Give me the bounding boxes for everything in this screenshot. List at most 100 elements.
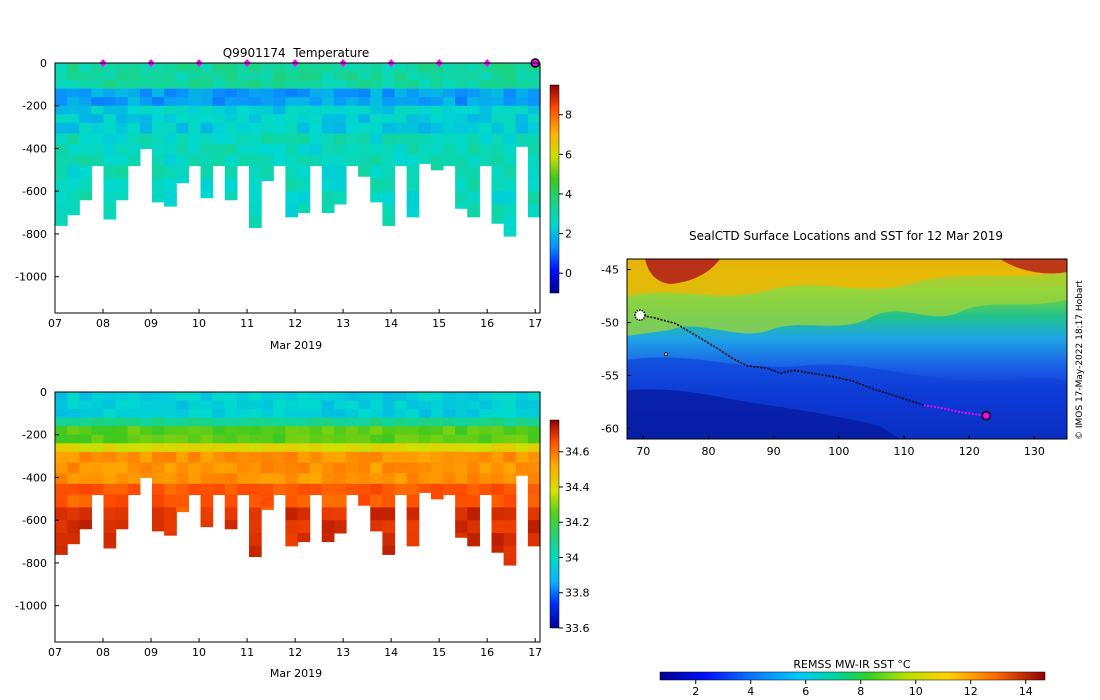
profile-cell xyxy=(55,63,68,73)
profile-cell xyxy=(370,483,383,496)
profile-cell xyxy=(164,507,177,521)
profile-cell xyxy=(503,426,517,436)
profile-cell xyxy=(527,483,541,496)
profile-cell xyxy=(224,443,238,453)
profile-cell xyxy=(164,105,177,115)
profile-cell xyxy=(103,216,117,220)
y-tick-label: -600 xyxy=(22,514,47,527)
profile-cell xyxy=(103,545,117,549)
profile-cell xyxy=(515,451,529,464)
profile-cell xyxy=(527,392,541,402)
profile-cell xyxy=(103,114,117,124)
profile-cell xyxy=(273,80,286,90)
profile-cell xyxy=(394,114,408,124)
profile-cell xyxy=(261,133,274,145)
sst-coldest-region xyxy=(627,389,900,439)
profile-cell xyxy=(176,133,189,145)
profile-cell xyxy=(236,122,250,135)
colorbar-tick-label: 8 xyxy=(565,109,572,122)
profile-cell xyxy=(127,462,141,474)
profile-cell xyxy=(152,520,165,532)
profile-cell xyxy=(249,473,262,485)
profile-cell xyxy=(249,88,262,98)
profile-cell xyxy=(382,144,396,156)
profile-cell xyxy=(236,97,250,107)
profile-cell xyxy=(406,520,420,534)
profile-cell xyxy=(273,392,286,402)
profile-cell xyxy=(115,520,129,530)
profile-cell xyxy=(443,114,456,124)
profile-cell xyxy=(127,63,141,73)
profile-cell xyxy=(527,443,541,453)
profile-cell xyxy=(430,71,444,81)
profile-cell xyxy=(321,400,335,410)
profile-cell xyxy=(309,144,323,156)
profile-cell xyxy=(103,154,117,167)
profile-cell xyxy=(309,473,323,485)
profile-cell xyxy=(418,473,432,485)
profile-cell xyxy=(261,114,274,124)
profile-cell xyxy=(212,392,226,402)
profile-cell xyxy=(188,122,202,135)
profile-cell xyxy=(515,71,529,81)
profile-cell xyxy=(515,417,529,427)
profile-cell xyxy=(236,105,250,115)
profile-cell xyxy=(430,63,444,73)
profile-cell xyxy=(309,63,323,73)
profile-cell xyxy=(67,507,80,521)
profile-cell xyxy=(515,122,529,135)
profile-cell xyxy=(139,473,153,478)
profile-cell xyxy=(297,88,311,98)
profile-cell xyxy=(394,80,408,90)
profile-cell xyxy=(418,409,432,419)
profile-cell xyxy=(188,400,202,410)
profile-cell xyxy=(382,80,396,90)
profile-cell xyxy=(224,473,238,485)
profile-cell xyxy=(309,392,323,402)
profile-cell xyxy=(91,97,105,107)
profile-cell xyxy=(297,97,311,107)
profile-cell xyxy=(527,520,541,534)
profile-cell xyxy=(382,178,396,192)
profile-cell xyxy=(103,80,117,90)
profile-cell xyxy=(333,154,347,167)
profile-cell xyxy=(91,443,105,453)
profile-cell xyxy=(127,71,141,81)
profile-cell xyxy=(224,122,238,135)
profile-cell xyxy=(224,426,238,436)
profile-cell xyxy=(321,71,335,81)
profile-cell xyxy=(503,114,517,124)
y-tick-label: -800 xyxy=(22,228,47,241)
profile-cell xyxy=(249,71,262,81)
profile-cell xyxy=(370,71,383,81)
profile-cell xyxy=(455,417,468,427)
profile-cell xyxy=(236,426,250,436)
profile-cell xyxy=(467,520,480,534)
profile-cell xyxy=(200,105,214,115)
profile-cell xyxy=(467,154,480,167)
profile-cell xyxy=(370,507,383,521)
map-x-tick-label: 130 xyxy=(1024,445,1045,458)
profile-cell xyxy=(455,63,468,73)
profile-cell xyxy=(503,520,517,534)
profile-cell xyxy=(418,443,432,453)
profile-cell xyxy=(321,144,335,156)
profile-cell xyxy=(503,88,517,98)
profile-cell xyxy=(200,392,214,402)
profile-cell xyxy=(55,533,68,547)
profile-cell xyxy=(333,426,347,436)
profile-cell xyxy=(152,191,165,203)
profile-cell xyxy=(176,122,189,135)
profile-cell xyxy=(103,165,117,179)
profile-cell xyxy=(67,434,80,444)
profile-cell xyxy=(103,462,117,474)
profile-cell xyxy=(127,122,141,135)
profile-cell xyxy=(382,400,396,410)
profile-cell xyxy=(346,88,359,98)
profile-cell xyxy=(455,97,468,107)
profile-cell xyxy=(224,191,238,201)
sst-frontal-warm xyxy=(627,259,1067,296)
profile-cell xyxy=(188,154,202,167)
profile-cell xyxy=(418,417,432,427)
profile-cell xyxy=(321,473,335,485)
